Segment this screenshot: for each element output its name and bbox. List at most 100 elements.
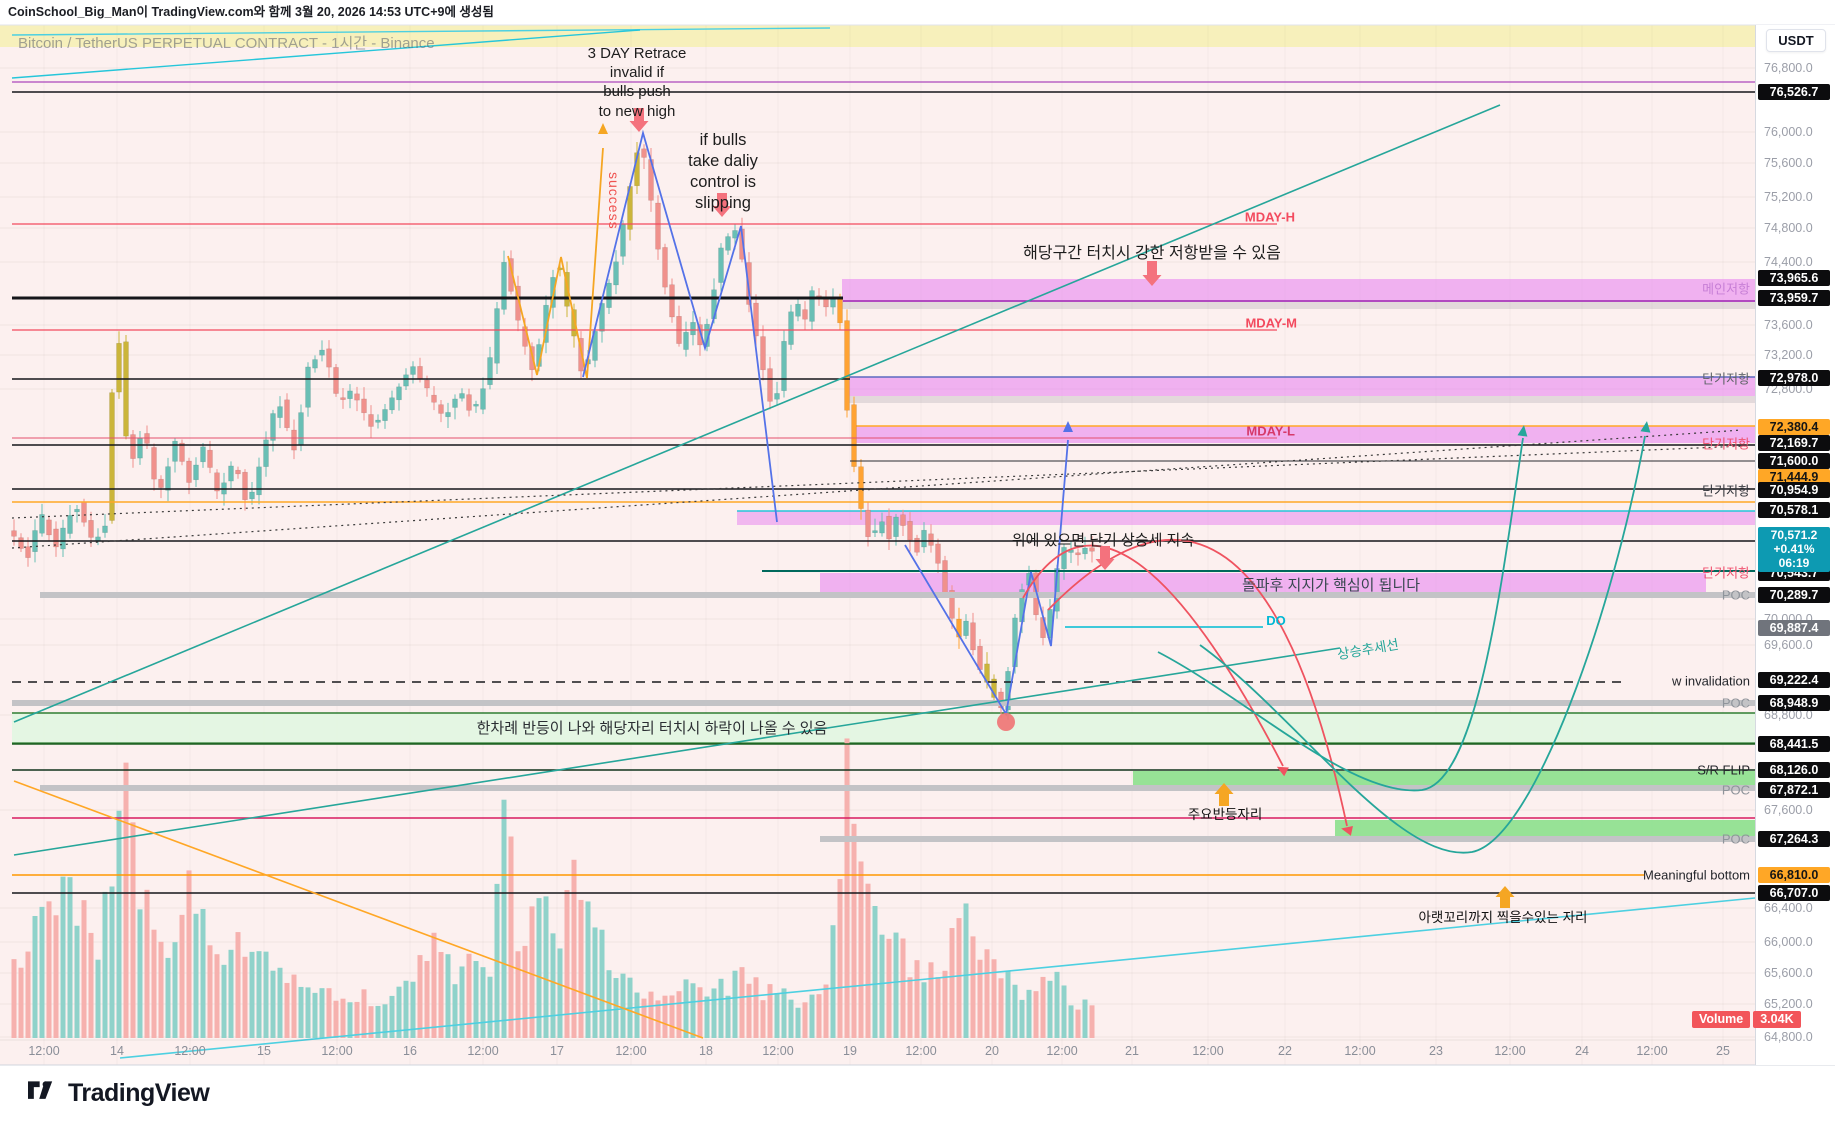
candle xyxy=(956,618,962,638)
candle xyxy=(1075,552,1081,556)
time-axis-label[interactable]: 24 xyxy=(1575,1044,1589,1058)
volume-bar xyxy=(725,995,731,1038)
volume-bar xyxy=(39,906,45,1038)
candle xyxy=(130,434,136,459)
time-axis-label[interactable]: 20 xyxy=(985,1044,999,1058)
time-axis-label[interactable]: 12:00 xyxy=(615,1044,647,1058)
level-side-label: 단기저항 xyxy=(1702,371,1750,387)
axis-price-tick: 75,600.0 xyxy=(1764,156,1813,170)
volume-bar xyxy=(557,948,563,1038)
time-axis-label[interactable]: 12:00 xyxy=(762,1044,794,1058)
time-axis-label[interactable]: 12:00 xyxy=(1046,1044,1078,1058)
time-axis-label[interactable]: 12:00 xyxy=(1494,1044,1526,1058)
volume-bar xyxy=(340,998,346,1038)
time-axis-label[interactable]: 23 xyxy=(1429,1044,1443,1058)
volume-bar xyxy=(753,977,759,1038)
time-axis-label[interactable]: 25 xyxy=(1716,1044,1730,1058)
candle xyxy=(578,338,584,372)
volume-bar xyxy=(928,962,934,1038)
axis-price-tick: 66,000.0 xyxy=(1764,935,1813,949)
candle xyxy=(158,478,164,488)
time-axis-label[interactable]: 12:00 xyxy=(1636,1044,1668,1058)
volume-bar xyxy=(137,909,143,1038)
annotation-arrow-down xyxy=(629,108,649,132)
time-axis-label[interactable]: 12:00 xyxy=(1344,1044,1376,1058)
volume-bar xyxy=(1089,1005,1095,1038)
trend-line xyxy=(13,780,704,1039)
candle xyxy=(235,469,241,475)
candle xyxy=(186,460,192,483)
axis-price-tick: 73,600.0 xyxy=(1764,318,1813,332)
volume-bar xyxy=(32,915,38,1038)
candle xyxy=(662,247,668,288)
volume-bar xyxy=(1068,1005,1074,1038)
candle xyxy=(942,560,948,594)
candle xyxy=(361,398,367,414)
volume-bar xyxy=(81,900,87,1038)
volume-bar xyxy=(998,978,1004,1038)
axis-price-tick: 69,600.0 xyxy=(1764,638,1813,652)
volume-bar xyxy=(732,970,738,1038)
time-axis-label[interactable]: 19 xyxy=(843,1044,857,1058)
volume-bar xyxy=(95,959,101,1038)
candle xyxy=(424,379,430,389)
time-axis-label[interactable]: 22 xyxy=(1278,1044,1292,1058)
time-axis-label[interactable]: 18 xyxy=(699,1044,713,1058)
level-side-label: 단기저항 xyxy=(1702,565,1750,581)
volume-bar xyxy=(67,877,73,1038)
volume-bar xyxy=(179,914,185,1038)
time-axis-label[interactable]: 12:00 xyxy=(174,1044,206,1058)
top-yellow-strip xyxy=(0,25,1755,47)
volume-bar xyxy=(760,1000,766,1038)
level-side-label: 단기저항 xyxy=(1702,436,1750,452)
level-side-label: POC xyxy=(1721,831,1750,847)
do-label: DO xyxy=(1266,613,1286,628)
time-axis-label[interactable]: 17 xyxy=(550,1044,564,1058)
time-axis-label[interactable]: 12:00 xyxy=(1192,1044,1224,1058)
price-level-badge: 76,526.7 xyxy=(1758,84,1830,100)
price-level-badge: 66,707.0 xyxy=(1758,885,1830,901)
candle xyxy=(179,442,185,462)
volume-bar xyxy=(291,974,297,1038)
volume-bar xyxy=(851,823,857,1038)
axis-price-tick: 65,200.0 xyxy=(1764,997,1813,1011)
time-axis-label[interactable]: 14 xyxy=(110,1044,124,1058)
volume-bar xyxy=(305,987,311,1038)
volume-bar xyxy=(571,859,577,1038)
volume-value: 3.04K xyxy=(1753,1011,1801,1028)
candle xyxy=(697,324,703,346)
zone-band xyxy=(847,377,1755,396)
time-axis-label[interactable]: 12:00 xyxy=(28,1044,60,1058)
trend-line xyxy=(11,445,1746,519)
time-axis-label[interactable]: 15 xyxy=(257,1044,271,1058)
blue-pattern-line xyxy=(904,439,1069,717)
price-axis[interactable]: USDT 76,800.0 76,000.0 75,600.0 75,200.0 74,… xyxy=(1755,25,1835,1065)
volume-bar xyxy=(60,876,66,1038)
time-axis-label[interactable]: 12:00 xyxy=(905,1044,937,1058)
candle xyxy=(571,309,577,337)
candle xyxy=(725,236,731,251)
time-axis-label[interactable]: 12:00 xyxy=(321,1044,353,1058)
currency-badge[interactable]: USDT xyxy=(1766,29,1826,52)
price-level-badge: 71,444.9 xyxy=(1758,469,1830,485)
volume-bar xyxy=(249,951,255,1038)
volume-bar xyxy=(18,967,24,1038)
time-axis-label[interactable]: 16 xyxy=(403,1044,417,1058)
volume-bar xyxy=(1005,971,1011,1038)
candle xyxy=(410,366,416,375)
time-axis-label[interactable]: 21 xyxy=(1125,1044,1139,1058)
candle xyxy=(417,366,423,380)
volume-bar xyxy=(970,936,976,1038)
volume-bar xyxy=(424,961,430,1038)
volume-bar xyxy=(207,945,213,1038)
volume-bar xyxy=(326,988,332,1038)
volume-bar xyxy=(690,983,696,1038)
volume-bar xyxy=(242,956,248,1038)
candle xyxy=(207,449,213,468)
volume-bar xyxy=(452,984,458,1038)
volume-bar xyxy=(676,991,682,1038)
volume-bar xyxy=(606,970,612,1038)
time-axis-label[interactable]: 12:00 xyxy=(467,1044,499,1058)
volume-bar xyxy=(865,883,871,1038)
